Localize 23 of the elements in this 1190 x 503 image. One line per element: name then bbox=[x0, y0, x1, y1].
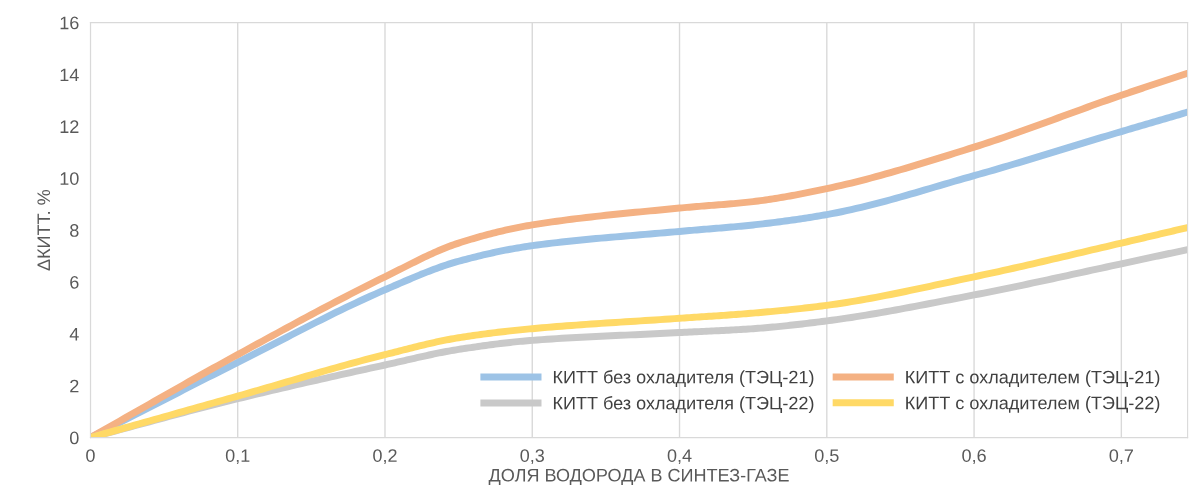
x-tick-label: 0,5 bbox=[814, 449, 839, 465]
y-tick-label: 2 bbox=[70, 379, 79, 393]
x-tick-label: 0,2 bbox=[373, 449, 397, 465]
x-tick-label: 0,3 bbox=[520, 449, 545, 465]
x-tick-label: 0,6 bbox=[962, 449, 986, 465]
y-tick-label: 6 bbox=[70, 275, 79, 289]
y-tick-label: 10 bbox=[60, 172, 79, 185]
legend-label: КИТТ с охладителем (ТЭЦ-22) bbox=[906, 396, 1160, 413]
y-axis-title: ΔКИТТ. % bbox=[37, 189, 51, 271]
x-tick-label: 0,1 bbox=[225, 449, 250, 465]
x-tick-label: 0 bbox=[86, 449, 95, 462]
legend-label: КИТТ с охладителем (ТЭЦ-21) bbox=[906, 370, 1160, 388]
y-tick-label: 0 bbox=[69, 431, 79, 445]
legend-label: КИТТ без охладителя (ТЭЦ-21) bbox=[553, 370, 814, 388]
y-tick-label: 8 bbox=[70, 224, 79, 237]
y-tick-label: 12 bbox=[60, 120, 79, 133]
y-tick-label: 16 bbox=[60, 16, 79, 30]
y-tick-label: 14 bbox=[60, 68, 79, 82]
legend-label: КИТТ без охладителя (ТЭЦ-22) bbox=[553, 396, 814, 414]
x-tick-label: 0,4 bbox=[667, 449, 692, 465]
y-tick-label: 4 bbox=[69, 327, 79, 341]
x-tick-label: 0,7 bbox=[1109, 449, 1133, 465]
x-axis-title: ДОЛЯ ВОДОРОДА В СИНТЕЗ-ГАЗЕ bbox=[488, 468, 789, 486]
